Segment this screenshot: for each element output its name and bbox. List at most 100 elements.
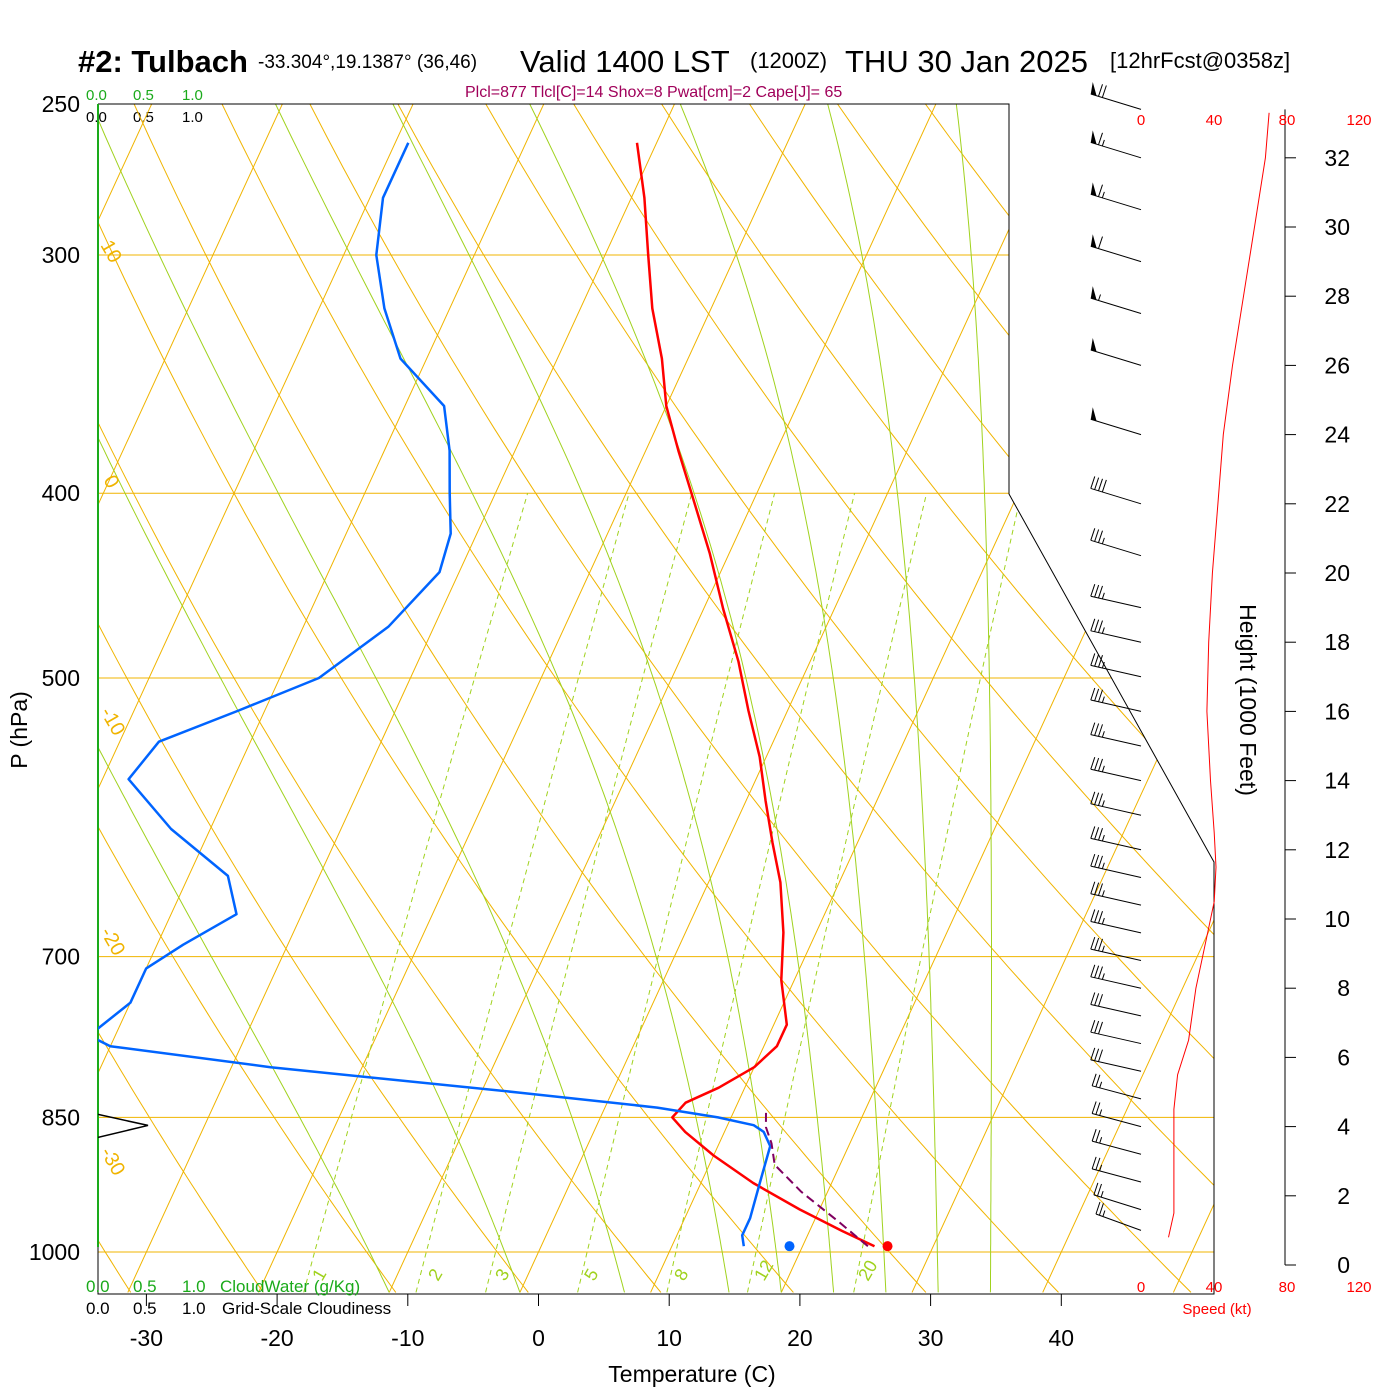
wind-barb-staff bbox=[1092, 1168, 1142, 1183]
wind-barb-full bbox=[1098, 132, 1103, 145]
temperature-tick-10: 10 bbox=[656, 1325, 682, 1351]
valid-time: Valid 1400 LST bbox=[520, 44, 730, 79]
wind-barb-half bbox=[1099, 1081, 1103, 1088]
wind-barb bbox=[1091, 1129, 1142, 1155]
height-tick-26: 26 bbox=[1324, 352, 1350, 378]
wind-barb-pennant bbox=[1090, 234, 1097, 248]
isotherm-line bbox=[1042, 104, 1214, 1293]
wind-barb-half bbox=[1101, 834, 1105, 842]
dry-adiabat bbox=[98, 104, 264, 1293]
wind-barb bbox=[1090, 936, 1142, 962]
wind-barb-full bbox=[1098, 911, 1103, 924]
wind-barb-full bbox=[1094, 688, 1100, 702]
dry-adiabat bbox=[726, 104, 1214, 1293]
wind-barb-half bbox=[1099, 1164, 1103, 1172]
mixing-ratio-label: 20 bbox=[854, 1257, 881, 1284]
height-tick-30: 30 bbox=[1324, 214, 1350, 240]
isotherm-label: 10 bbox=[96, 237, 126, 267]
wind-barb bbox=[1090, 584, 1142, 609]
height-tick-10: 10 bbox=[1324, 906, 1350, 932]
isotherm-line bbox=[0, 70, 37, 1292]
wind-barb-half bbox=[1101, 890, 1105, 897]
wind-barb-full bbox=[1097, 1183, 1102, 1197]
wind-barb-staff bbox=[1090, 1059, 1142, 1072]
cloudiness-scale-bottom-1: 0.5 bbox=[133, 1299, 157, 1318]
wind-barb bbox=[1095, 1201, 1142, 1231]
wind-barb-full bbox=[1090, 1020, 1096, 1033]
wind-barb-full bbox=[1098, 585, 1103, 599]
wind-barb-staff bbox=[1090, 595, 1142, 609]
moist-adiabat bbox=[98, 104, 390, 1293]
wind-barb-pennant bbox=[1090, 130, 1097, 145]
wind-barb-staff bbox=[1090, 630, 1142, 643]
zulu-time: (1200Z) bbox=[750, 48, 827, 73]
wind-barb bbox=[1091, 1101, 1142, 1128]
height-tick-28: 28 bbox=[1324, 283, 1350, 309]
wind-barb-full bbox=[1090, 618, 1096, 631]
moist-adiabat bbox=[98, 104, 625, 1293]
wind-barb-full bbox=[1090, 791, 1096, 804]
pressure-tick-250: 250 bbox=[42, 91, 80, 117]
wind-barb bbox=[1090, 881, 1142, 906]
height-tick-16: 16 bbox=[1324, 698, 1350, 724]
cloudwater-scale-bottom-2: 1.0 bbox=[182, 1277, 206, 1296]
wind-barb-half bbox=[1101, 627, 1105, 634]
pressure-axis: 250 300 400 500 700 850 1000 bbox=[29, 91, 80, 1265]
wind-barb bbox=[1090, 964, 1142, 989]
wind-barb-full bbox=[1090, 687, 1096, 701]
wind-barb-staff bbox=[1090, 734, 1142, 747]
speed-scale-bottom-2: 80 bbox=[1279, 1279, 1296, 1296]
temperature-tick--10: -10 bbox=[391, 1325, 424, 1351]
wind-barb-full bbox=[1094, 619, 1100, 632]
wind-barb bbox=[1090, 757, 1142, 782]
wind-barb-full bbox=[1095, 1102, 1101, 1115]
dry-adiabat bbox=[1336, 70, 1400, 1292]
wind-barb-full bbox=[1090, 826, 1096, 839]
wind-barb-full bbox=[1091, 1101, 1097, 1114]
wind-barb-staff bbox=[1090, 539, 1142, 557]
wind-barb-staff bbox=[1093, 1194, 1142, 1211]
wind-barb-half bbox=[1099, 1109, 1103, 1116]
wind-barb-staff bbox=[1090, 976, 1142, 989]
height-tick-20: 20 bbox=[1324, 560, 1350, 586]
wind-barb bbox=[1090, 722, 1142, 747]
speed-scale-bottom-0: 0 bbox=[1137, 1279, 1145, 1296]
speed-scale-top-3: 120 bbox=[1346, 112, 1371, 129]
wind-barb-full bbox=[1094, 854, 1100, 868]
height-tick-14: 14 bbox=[1324, 768, 1350, 794]
wind-barb bbox=[1090, 338, 1142, 366]
wind-barb-full bbox=[1094, 757, 1100, 771]
wind-barb-half bbox=[1101, 800, 1105, 807]
temperature-tick--20: -20 bbox=[260, 1325, 293, 1351]
wind-barb-full bbox=[1094, 1020, 1100, 1034]
moist-adiabat bbox=[392, 104, 782, 1293]
dry-adiabat bbox=[553, 104, 1214, 1293]
cloudwater-scale-2: 1.0 bbox=[182, 87, 203, 104]
wind-barb-pennant bbox=[1090, 182, 1097, 197]
height-tick-2: 2 bbox=[1337, 1183, 1350, 1209]
cloudiness-scale-bottom-0: 0.0 bbox=[86, 1299, 110, 1318]
height-tick-8: 8 bbox=[1337, 975, 1350, 1001]
isotherm-line bbox=[98, 104, 430, 1293]
wind-barb-full bbox=[1094, 937, 1100, 951]
dry-adiabat bbox=[466, 104, 1214, 1293]
wind-barb bbox=[1090, 1020, 1142, 1045]
parcel-trace bbox=[764, 1112, 869, 1247]
dry-adiabat bbox=[292, 104, 1192, 1293]
wind-barb-full bbox=[1090, 881, 1096, 894]
mixing-ratio-line bbox=[853, 493, 1022, 1293]
wind-barb bbox=[1090, 653, 1142, 678]
wind-barb-full bbox=[1098, 184, 1103, 197]
wind-barb-full bbox=[1098, 236, 1103, 249]
mixing-ratio-line bbox=[485, 493, 693, 1293]
isotherm-label: 10 bbox=[1036, 512, 1067, 543]
moist-adiabat bbox=[98, 104, 521, 1293]
wind-barb-staff bbox=[1090, 418, 1142, 436]
dry-adiabat bbox=[98, 104, 397, 1293]
wind-barb-full bbox=[1090, 964, 1096, 977]
dewpoint-line bbox=[98, 142, 772, 1247]
temperature-axis: -30 -20 -10 0 10 20 30 40 bbox=[130, 1294, 1074, 1351]
wind-barb-staff bbox=[1090, 297, 1142, 314]
wind-speed-line bbox=[1168, 112, 1270, 1238]
